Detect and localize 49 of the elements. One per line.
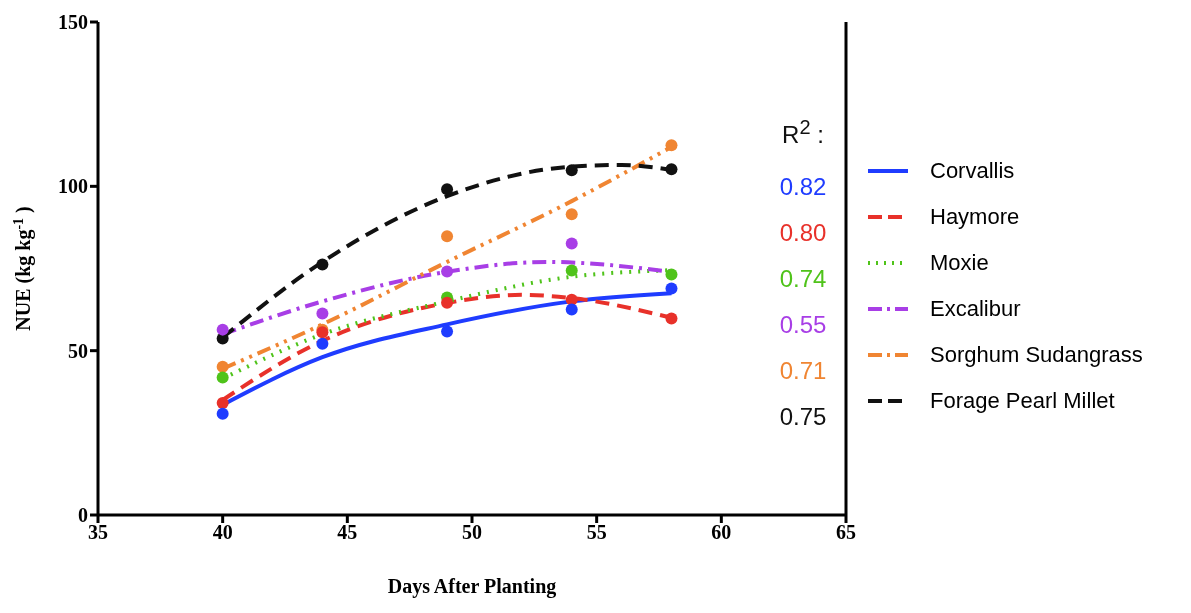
point: [565, 208, 578, 221]
x-tick-label: 65: [836, 521, 856, 544]
point: [565, 164, 578, 177]
x-axis-title: Days After Planting: [387, 575, 557, 598]
x-tick-label: 35: [88, 521, 108, 544]
point: [316, 258, 329, 271]
x-tick-label: 55: [586, 521, 607, 544]
y-tick-label: 100: [58, 175, 88, 198]
x-tick-label: 50: [462, 521, 482, 544]
point: [665, 163, 678, 176]
x-tick-label: 40: [212, 521, 233, 544]
annotation: 0.75: [778, 402, 828, 432]
point: [565, 237, 578, 250]
annotation: 0.74: [778, 264, 828, 294]
point: [565, 264, 578, 277]
point: [316, 307, 329, 320]
legend-label: Forage Pearl Millet: [930, 388, 1115, 414]
legend-label: Sorghum Sudangrass: [930, 342, 1143, 368]
point: [441, 325, 454, 338]
annotation: 0.80: [778, 218, 828, 248]
point: [216, 360, 229, 373]
y-tick-label: 150: [58, 11, 88, 34]
x-tick-label: 45: [337, 521, 358, 544]
point: [441, 265, 454, 278]
point: [441, 296, 454, 309]
y-tick-label: 50: [68, 339, 88, 362]
point: [665, 282, 678, 295]
point: [216, 396, 229, 409]
point: [316, 337, 329, 350]
point: [216, 323, 229, 336]
point: [665, 268, 678, 281]
point: [216, 407, 229, 420]
legend-label: Moxie: [930, 250, 989, 276]
annotation: 0.55: [778, 310, 828, 340]
point: [565, 303, 578, 316]
point: [565, 293, 578, 306]
point: [216, 371, 229, 384]
y-tick-label: 0: [78, 504, 88, 527]
x-tick-label: 60: [711, 521, 732, 544]
annotation: 0.71: [778, 356, 828, 386]
annotation: R$^{2}$ :: [781, 115, 825, 150]
legend-label: Haymore: [930, 204, 1020, 230]
point: [441, 230, 454, 243]
point: [665, 139, 678, 152]
legend-label: Corvallis: [930, 158, 1015, 184]
legend-label: Excalibur: [930, 296, 1021, 322]
point: [441, 183, 454, 196]
annotation: 0.82: [778, 172, 828, 202]
point: [665, 312, 678, 325]
